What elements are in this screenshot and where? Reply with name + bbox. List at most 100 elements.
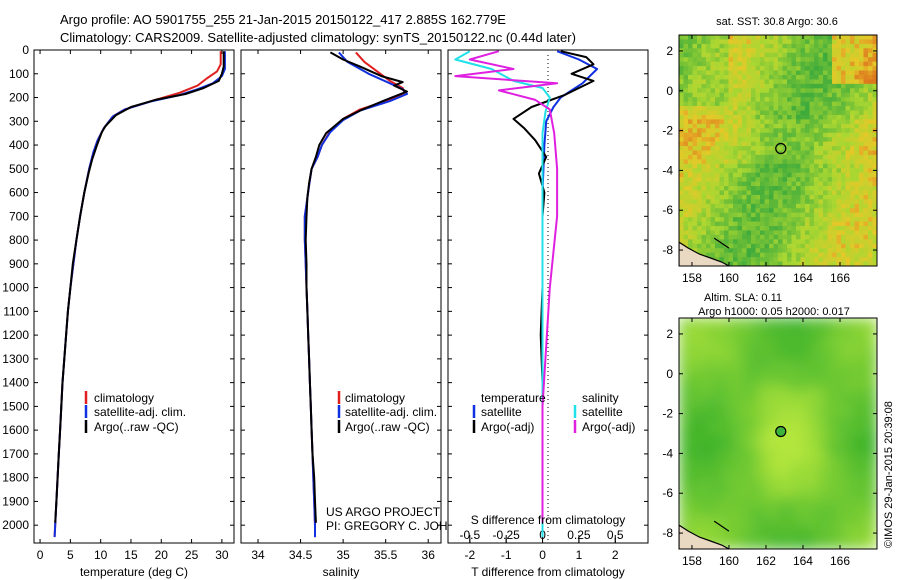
map-cell [796, 190, 802, 196]
map-cell [787, 522, 797, 532]
map-cell [701, 123, 707, 129]
map-cell [850, 424, 860, 435]
map-cell [679, 335, 689, 346]
map-cell [827, 61, 833, 67]
map-cell [683, 66, 689, 72]
map-cell [692, 248, 698, 254]
map-cell [859, 74, 865, 81]
map-cell [755, 123, 761, 129]
map-cell [818, 57, 824, 63]
map-cell [827, 137, 833, 143]
map-cell [845, 97, 851, 103]
map-cell [683, 52, 689, 58]
map-cell [701, 52, 707, 58]
map-cell [818, 212, 824, 218]
map-cell [733, 362, 743, 372]
map-cell [701, 168, 707, 174]
map-cell [872, 66, 877, 72]
map-cell [760, 415, 770, 426]
map-cell [782, 88, 788, 94]
map-cell [710, 70, 716, 76]
map-cell [863, 217, 869, 223]
map-cell [764, 230, 770, 236]
map-cell [719, 70, 725, 76]
map-cell [683, 212, 689, 218]
map-cell [809, 159, 815, 165]
map-cell [755, 70, 761, 76]
map-cell [809, 146, 815, 152]
legend-label-t-satellite: satellite [481, 405, 522, 419]
map-cell [737, 248, 743, 254]
map-cell [832, 433, 842, 443]
map-cell [805, 486, 815, 497]
map-cell [755, 186, 761, 192]
map-cell [701, 226, 707, 232]
map-cell [850, 221, 856, 227]
map-cell [796, 318, 806, 328]
map-cell [683, 217, 689, 223]
map-cell [679, 353, 689, 364]
map-cell [832, 415, 842, 426]
map-cell [787, 106, 793, 112]
map-cell [868, 141, 874, 147]
map-cell [746, 146, 752, 152]
map-cell [778, 513, 788, 523]
map-cell [778, 97, 784, 103]
map-cell [832, 531, 842, 541]
map-cell [823, 380, 833, 390]
map-cell [778, 199, 784, 205]
map-cell [710, 230, 716, 236]
map-cell [692, 181, 698, 187]
map-cell [769, 128, 775, 134]
depth-tick-label: 400 [9, 138, 29, 152]
map-cell [818, 88, 824, 94]
map-cell [805, 79, 811, 85]
map-cell [724, 35, 730, 41]
map-cell [782, 181, 788, 187]
map-cell [787, 128, 793, 134]
map-cell [724, 88, 730, 94]
map-cell [769, 146, 775, 152]
map-cell [751, 190, 757, 196]
map-cell [836, 252, 842, 258]
temperature-profiles [53, 51, 226, 538]
map-cell [827, 212, 833, 218]
map-cell [791, 110, 797, 116]
map-cell [688, 141, 694, 147]
map-cell [787, 442, 797, 452]
map-cell [755, 168, 761, 174]
map-cell [688, 477, 698, 488]
map-cell [755, 234, 761, 240]
map-cell [746, 52, 752, 58]
map-cell [769, 477, 779, 488]
map-cell [764, 114, 770, 121]
map-cell [755, 208, 761, 214]
map-cell [679, 132, 685, 138]
map-cell [854, 221, 860, 227]
map-cell [692, 97, 698, 103]
map-cell [719, 137, 725, 143]
map-cell [755, 203, 761, 209]
map-cell [733, 406, 743, 417]
map-cell [845, 243, 851, 249]
map-cell [791, 123, 797, 129]
map-cell [724, 344, 734, 355]
map-cell [737, 234, 743, 240]
map-cell [845, 35, 851, 41]
map-cell [733, 217, 739, 223]
map-cell [751, 79, 757, 85]
map-cell [859, 181, 865, 187]
legend-label-s-argo: Argo(-adj) [582, 420, 635, 434]
map-cell [854, 83, 860, 89]
map-cell [818, 257, 824, 263]
map-cell [796, 199, 802, 205]
x-tick-label: 34 [251, 548, 265, 562]
salinity-axes-frame [240, 49, 442, 544]
map-cell [737, 186, 743, 192]
map-cell [805, 190, 811, 196]
map-cell [832, 257, 838, 263]
map-x-tick-label: 160 [719, 271, 739, 285]
map-y-tick-label: -6 [662, 203, 673, 217]
map-cell [679, 177, 685, 183]
map-cell [787, 230, 793, 236]
